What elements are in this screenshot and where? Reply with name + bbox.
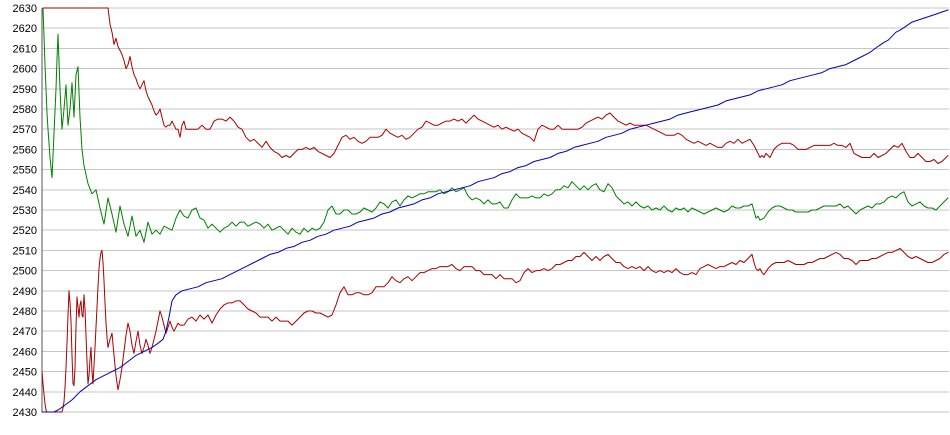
y-axis-label: 2580 [13, 104, 37, 116]
series-group [41, 7, 949, 413]
y-axis-label: 2560 [13, 144, 37, 156]
y-axis-label: 2600 [13, 64, 37, 76]
y-axis-label: 2430 [13, 407, 37, 419]
y-axis-label: 2610 [13, 43, 37, 55]
y-axis-label: 2500 [13, 266, 37, 278]
y-axis-label: 2540 [13, 185, 37, 197]
gridlines-group [41, 7, 949, 413]
y-axis-label: 2570 [13, 124, 37, 136]
y-axis-label: 2530 [13, 205, 37, 217]
y-axis-label: 2470 [13, 326, 37, 338]
upper-band-line [42, 7, 949, 164]
y-axis-label: 2440 [13, 387, 37, 399]
y-axis-label: 2620 [13, 23, 37, 35]
y-axis-labels-group: 2630 2620 2610 2600 2590 2580 2570 2560 2550 2540… [13, 3, 37, 419]
y-axis-label: 2450 [13, 367, 37, 379]
y-axis-label: 2460 [13, 346, 37, 358]
y-axis-label: 2490 [13, 286, 37, 298]
y-axis-label: 2510 [13, 245, 37, 257]
y-axis-label: 2630 [13, 3, 37, 15]
y-axis-label: 2520 [13, 225, 37, 237]
y-axis-label: 2590 [13, 84, 37, 96]
equity-line-line [41, 9, 949, 413]
lower-band-line [41, 247, 949, 413]
y-axis-label: 2550 [13, 165, 37, 177]
y-axis-label: 2480 [13, 306, 37, 318]
middle-line-line [42, 7, 949, 243]
